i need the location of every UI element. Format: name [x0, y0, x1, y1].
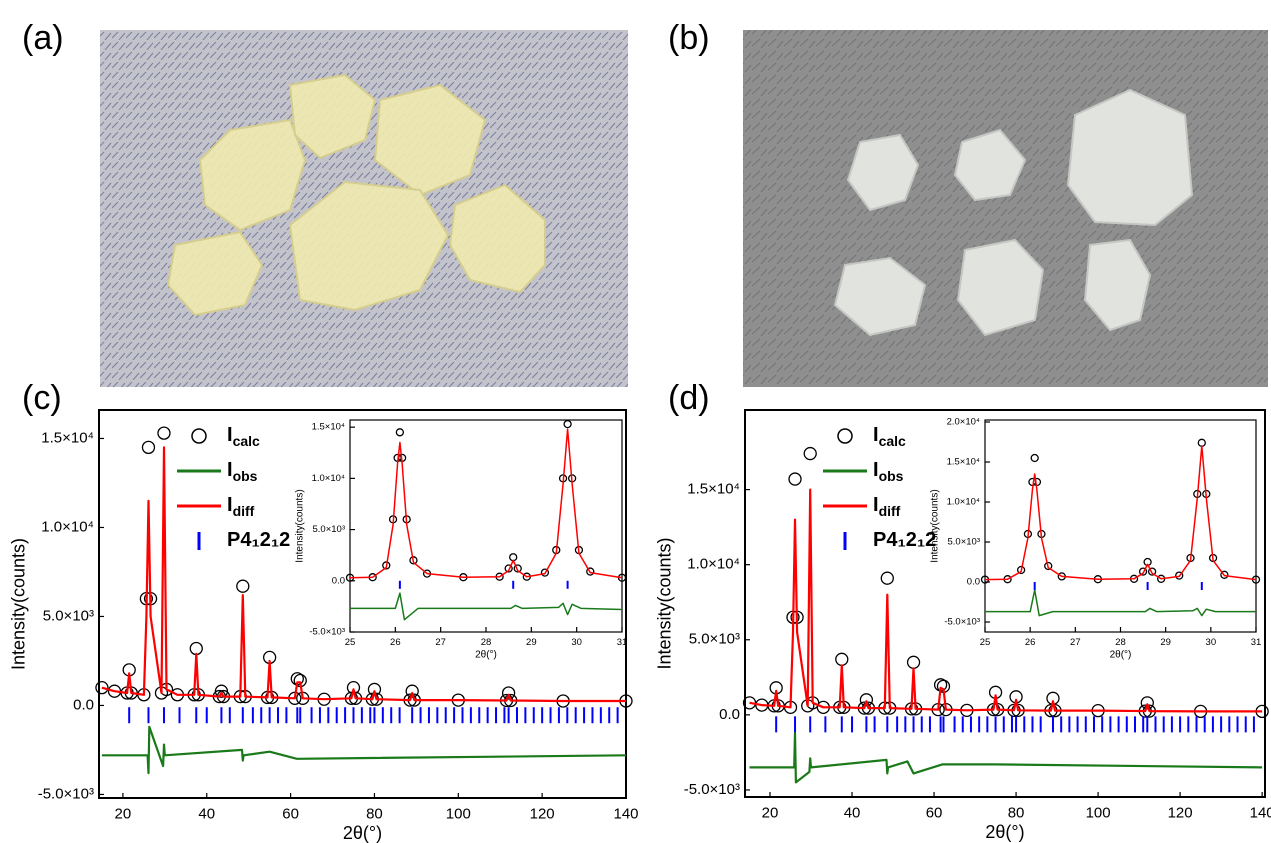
x-axis-label: 2θ(°)	[343, 823, 382, 843]
plot-frame	[350, 420, 622, 632]
y-tick-label: -5.0×10³	[944, 617, 980, 628]
legend-label: P4₁2₁2	[227, 529, 290, 551]
y-axis-label: Intensity(counts)	[929, 489, 940, 562]
x-tick-label: 20	[762, 804, 779, 821]
photo-b	[743, 30, 1268, 387]
y-tick-label: -5.0×10³	[309, 627, 345, 638]
photo-a	[100, 30, 628, 387]
legend-subscript: obs	[879, 468, 904, 484]
x-tick-label: 29	[526, 637, 537, 648]
x-axis-label: 2θ(°)	[1110, 649, 1132, 660]
y-axis-label: Intensity(counts)	[654, 537, 674, 669]
photo-background	[743, 30, 1268, 387]
legend-subscript: calc	[879, 433, 906, 449]
plot-frame	[985, 420, 1256, 632]
y-tick-label: 1.0×10⁴	[41, 518, 94, 535]
x-tick-label: 140	[1250, 804, 1271, 821]
y-tick-label: 1.5×10⁴	[947, 457, 980, 468]
legend-name: P4₁2₁2	[227, 529, 290, 551]
y-tick-label: 1.0×10⁴	[312, 473, 345, 484]
x-tick-label: 100	[446, 805, 471, 822]
y-tick-label: 1.5×10⁴	[41, 429, 94, 446]
y-tick-label: 5.0×10³	[43, 607, 94, 624]
y-tick-label: -5.0×10³	[38, 785, 94, 802]
y-tick-label: 5.0×10³	[948, 537, 981, 548]
x-tick-label: 60	[282, 805, 299, 822]
x-tick-label: 30	[571, 637, 582, 648]
x-tick-label: 40	[198, 805, 215, 822]
x-tick-label: 27	[1070, 637, 1081, 648]
y-axis-label: Intensity(counts)	[294, 489, 305, 562]
x-tick-label: 31	[617, 637, 628, 648]
legend-subscript: diff	[233, 503, 255, 519]
x-tick-label: 80	[1008, 804, 1025, 821]
x-tick-label: 100	[1086, 804, 1111, 821]
x-axis-label: 2θ(°)	[985, 822, 1024, 842]
y-tick-label: 5.0×10³	[313, 524, 346, 535]
x-tick-label: 25	[345, 637, 356, 648]
x-tick-label: 80	[366, 805, 383, 822]
x-tick-label: 31	[1251, 637, 1262, 648]
x-tick-label: 140	[613, 805, 638, 822]
panel-label: (c)	[22, 379, 62, 417]
y-tick-label: 1.0×10⁴	[947, 497, 980, 508]
x-tick-label: 28	[1115, 637, 1126, 648]
x-tick-label: 30	[1206, 637, 1217, 648]
legend-subscript: diff	[879, 503, 901, 519]
x-tick-label: 27	[435, 637, 446, 648]
x-tick-label: 60	[926, 804, 943, 821]
y-tick-label: 1.5×10⁴	[312, 422, 345, 433]
y-tick-label: -5.0×10³	[684, 781, 740, 798]
x-tick-label: 40	[844, 804, 861, 821]
x-tick-label: 26	[1025, 637, 1036, 648]
x-tick-label: 120	[530, 805, 555, 822]
figure: (a) (b) (c) (d) 1.5×10⁴ 1.0×10⁴ 5.0×10³ 0.0…	[0, 0, 1271, 843]
y-tick-label: 1.0×10⁴	[687, 556, 740, 573]
y-tick-label: 0.0	[719, 706, 740, 723]
panel-label: (a)	[22, 19, 64, 57]
y-tick-label: 2.0×10⁴	[947, 417, 980, 428]
y-tick-label: 5.0×10³	[689, 631, 740, 648]
y-tick-label: 0.0	[73, 696, 94, 713]
panel-label: (d)	[668, 379, 710, 417]
legend-subscript: calc	[233, 433, 260, 449]
y-tick-label: 0.0	[332, 575, 345, 586]
legend-name: P4₁2₁2	[873, 529, 936, 551]
x-tick-label: 25	[980, 637, 991, 648]
x-tick-label: 26	[390, 637, 401, 648]
y-tick-label: 1.5×10⁴	[687, 481, 740, 498]
x-tick-label: 20	[115, 805, 132, 822]
legend-label: P4₁2₁2	[873, 529, 936, 551]
x-tick-label: 28	[481, 637, 492, 648]
y-axis-label: Intensity(counts)	[8, 538, 28, 670]
panel-label: (b)	[668, 19, 710, 57]
x-axis-label: 2θ(°)	[475, 649, 497, 660]
x-tick-label: 120	[1168, 804, 1193, 821]
y-tick-label: 0.0	[967, 577, 980, 588]
x-tick-label: 29	[1160, 637, 1171, 648]
legend-subscript: obs	[233, 468, 258, 484]
